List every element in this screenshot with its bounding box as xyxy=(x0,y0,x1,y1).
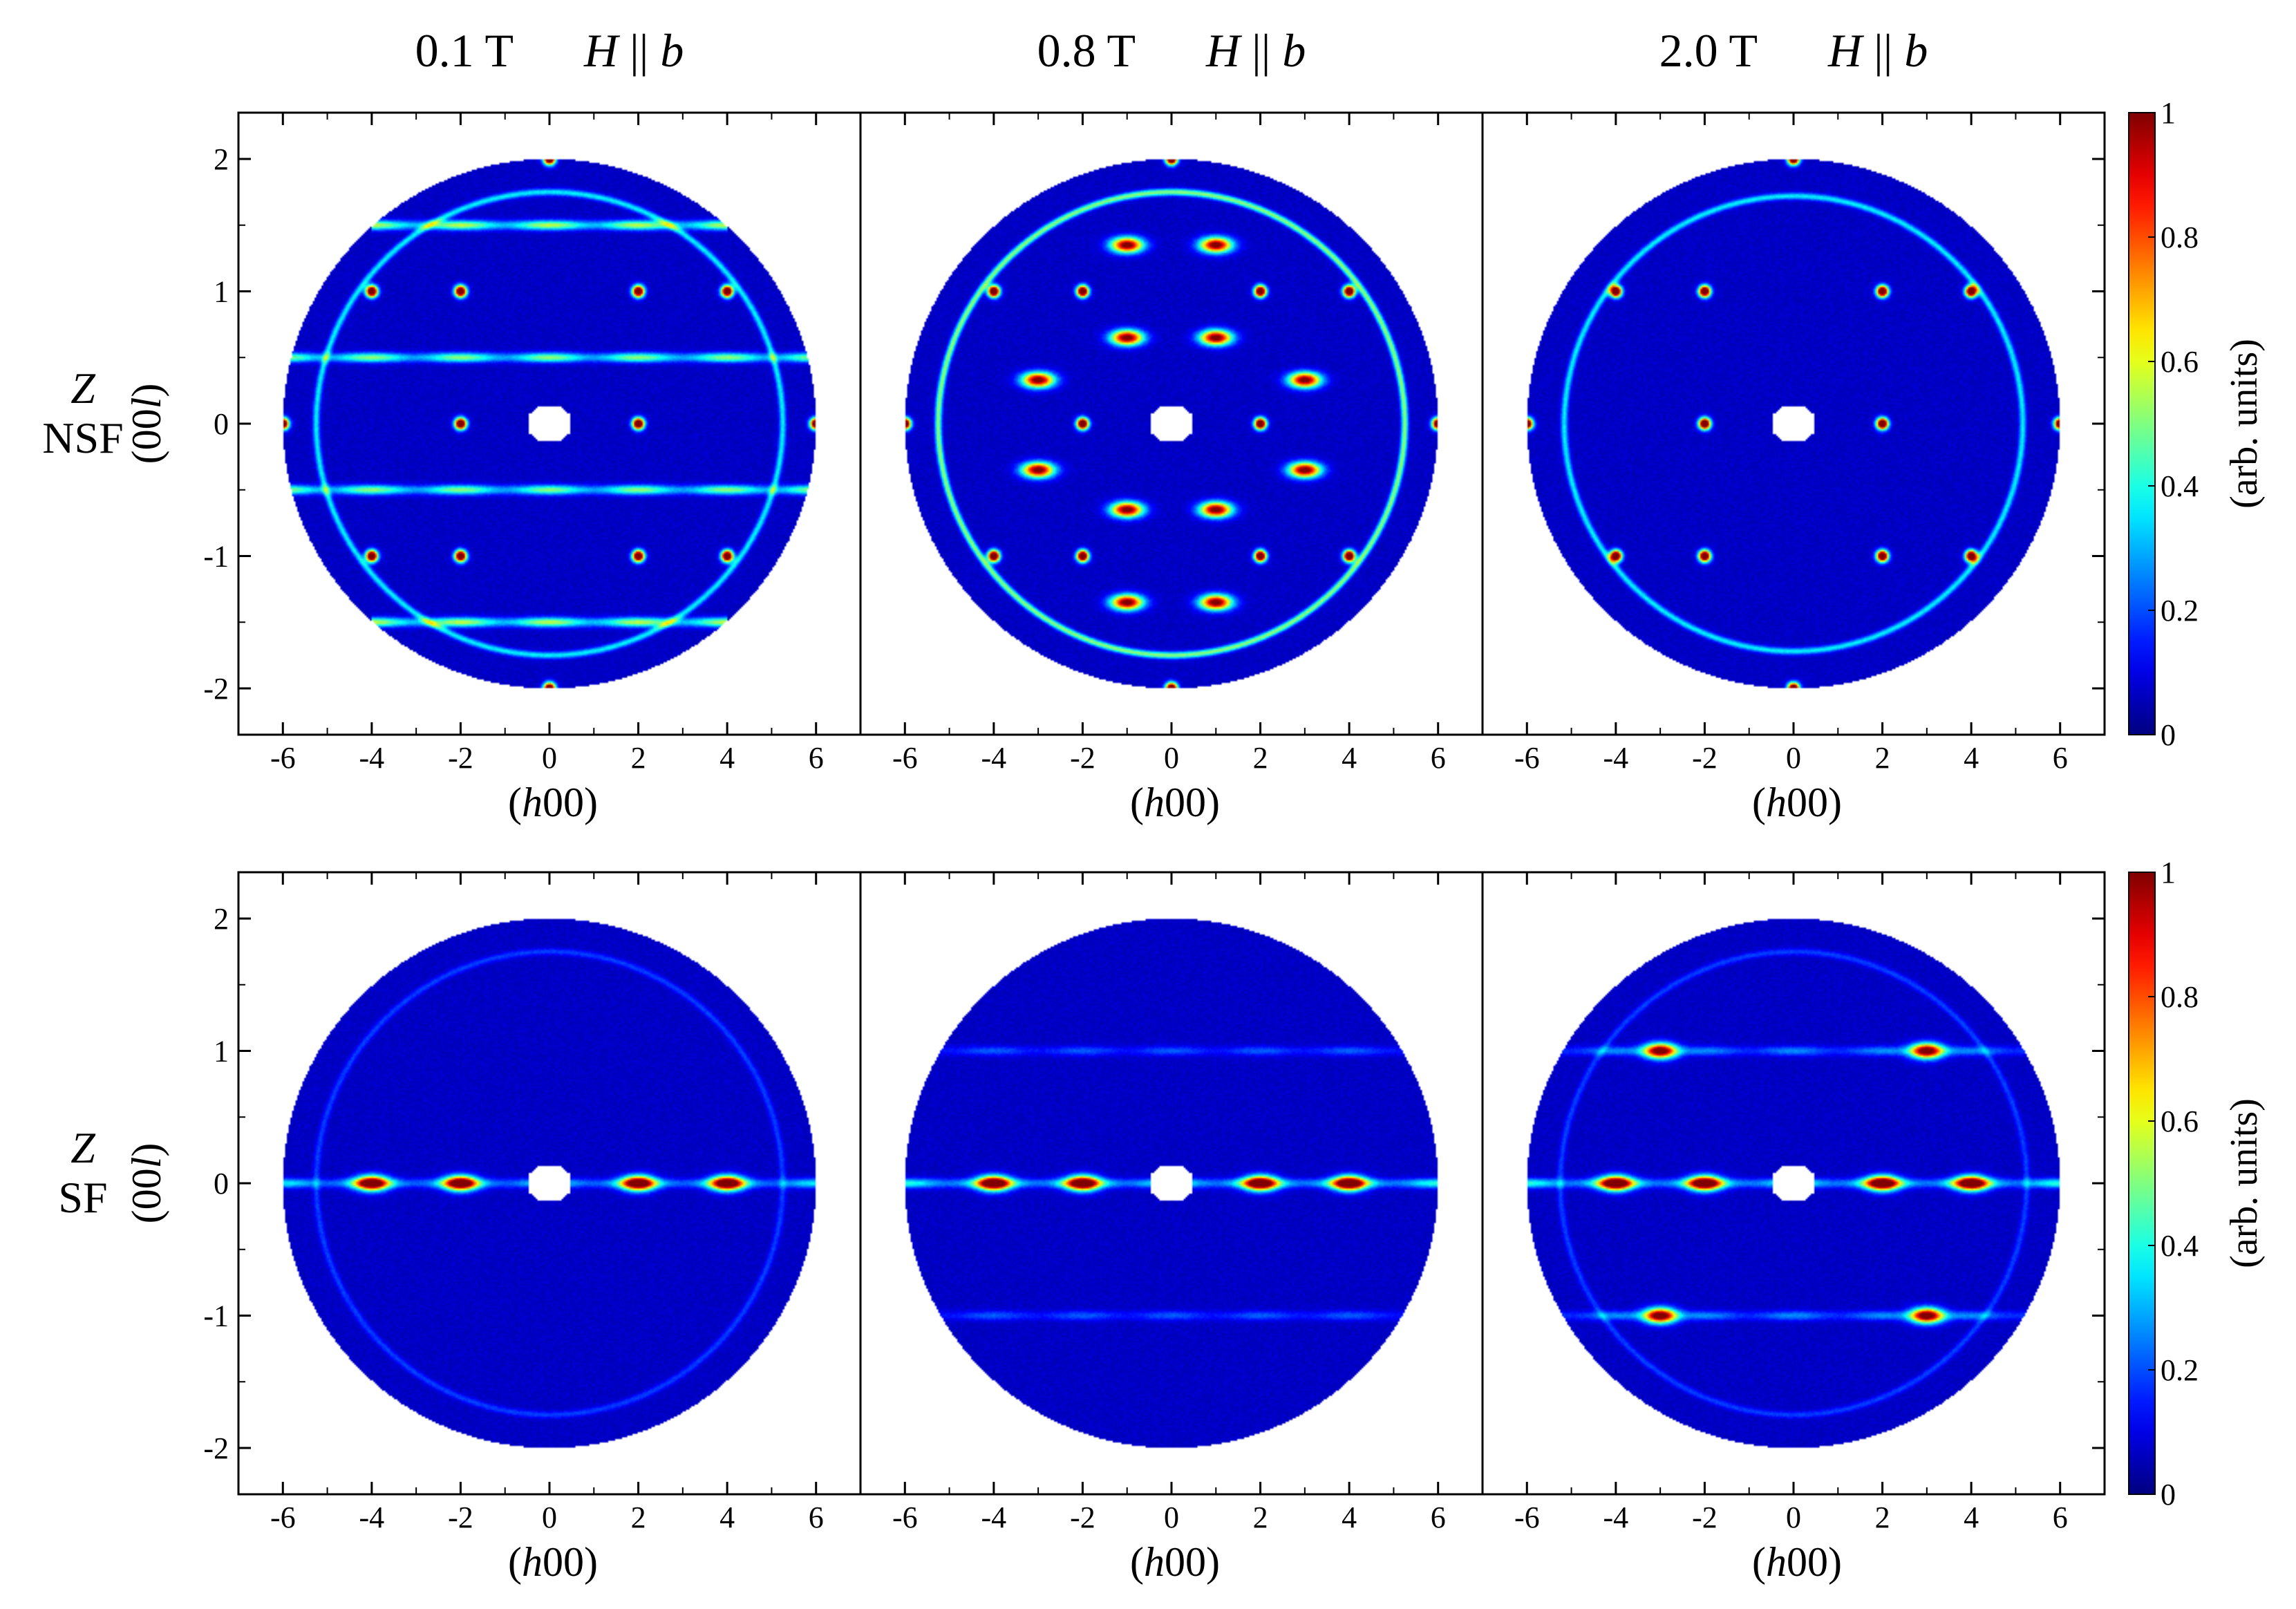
x-tick-label: -2 xyxy=(1070,1500,1095,1534)
heatmap-panel-1 xyxy=(238,113,860,735)
x-axis-title: (h00) xyxy=(1752,1539,1842,1585)
x-tick-label: -6 xyxy=(892,741,918,775)
x-tick-label: 0 xyxy=(1164,741,1179,775)
row-label-line2: NSF xyxy=(42,413,123,462)
axes-layer xyxy=(237,111,2106,1496)
colorbar-tick-label: 0 xyxy=(2161,1478,2176,1512)
x-axis-title: (h00) xyxy=(508,780,598,825)
colorbars-layer: 0 0.2 0.4 0.6 0.8 1 (arb. units) 0 0.2 0.4 0.6 0.8 1… xyxy=(2128,96,2266,1512)
x-tick-label: -4 xyxy=(981,741,1007,775)
x-tick-label: -4 xyxy=(1603,1500,1629,1534)
colorbar-tick-label: 0.8 xyxy=(2161,980,2199,1014)
labels-layer: -6 -4 -2 0 2 4 6 2 1 0 -1 -2 (h00) -6 -4 -2 0 2 4 6 (h00) -6 -… xyxy=(42,24,2067,1585)
x-tick-label: 4 xyxy=(719,1500,735,1534)
x-axis-title: (h00) xyxy=(1130,780,1220,825)
x-axis-title: (h00) xyxy=(508,1539,598,1585)
x-tick-label: -6 xyxy=(1514,741,1540,775)
row-label-line1: Z xyxy=(70,364,96,413)
y-tick-label: 0 xyxy=(214,407,229,441)
heatmap-panel-4 xyxy=(238,872,860,1494)
colorbar-tick-label: 0.4 xyxy=(2161,469,2199,503)
x-tick-label: -4 xyxy=(1603,741,1629,775)
x-tick-label: 0 xyxy=(1786,1500,1801,1534)
y-tick-label: -2 xyxy=(203,672,229,706)
x-tick-label: -2 xyxy=(1070,741,1095,775)
x-tick-label: 4 xyxy=(1964,1500,1979,1534)
colorbar-tick-label: 0 xyxy=(2161,718,2176,752)
x-tick-label: 6 xyxy=(1431,1500,1446,1534)
x-axis-title: (h00) xyxy=(1752,780,1842,825)
x-tick-label: 2 xyxy=(1875,1500,1890,1534)
heatmap-images xyxy=(238,113,2105,1494)
x-tick-label: -4 xyxy=(981,1500,1007,1534)
heatmap-panel-5 xyxy=(860,872,1483,1494)
x-tick-label: 6 xyxy=(2053,1500,2068,1534)
x-tick-label: 2 xyxy=(1253,741,1268,775)
x-tick-label: 6 xyxy=(809,1500,824,1534)
x-tick-label: 6 xyxy=(2053,741,2068,775)
heatmap-panel-3 xyxy=(1483,113,2105,735)
x-tick-label: -2 xyxy=(448,741,473,775)
x-tick-label: 2 xyxy=(631,1500,646,1534)
x-tick-label: 0 xyxy=(542,1500,557,1534)
x-tick-label: 4 xyxy=(1342,1500,1357,1534)
colorbar-tick-label: 0.4 xyxy=(2161,1229,2199,1263)
y-tick-label: 1 xyxy=(214,275,229,309)
x-axis-title: (h00) xyxy=(1130,1539,1220,1585)
x-tick-label: 0 xyxy=(1786,741,1801,775)
y-tick-label: 2 xyxy=(214,142,229,176)
x-tick-label: 2 xyxy=(1253,1500,1268,1534)
heatmap-panel-2 xyxy=(860,113,1483,735)
colorbar xyxy=(2128,872,2156,1495)
colorbar-tick-label: 1 xyxy=(2161,96,2176,130)
y-tick-label: -2 xyxy=(203,1431,229,1465)
column-title: 0.8 T H || b xyxy=(1037,24,1306,77)
colorbar xyxy=(2128,112,2156,735)
y-tick-label: 1 xyxy=(214,1035,229,1069)
row-label-line2: SF xyxy=(58,1173,107,1222)
x-tick-label: -4 xyxy=(359,741,385,775)
y-axis-title: (00l) xyxy=(124,384,169,464)
x-tick-label: -6 xyxy=(1514,1500,1540,1534)
x-tick-label: 6 xyxy=(809,741,824,775)
colorbar-tick-label: 1 xyxy=(2161,856,2176,890)
colorbar-tick-label: 0.8 xyxy=(2161,220,2199,254)
x-tick-label: 4 xyxy=(1964,741,1979,775)
x-tick-label: 6 xyxy=(1431,741,1446,775)
x-tick-label: -6 xyxy=(270,1500,296,1534)
colorbar-tick-label: 0.2 xyxy=(2161,1353,2199,1387)
x-tick-label: -2 xyxy=(448,1500,473,1534)
heatmap-panel-6 xyxy=(1483,872,2105,1494)
x-tick-label: -6 xyxy=(892,1500,918,1534)
colorbar-title: (arb. units) xyxy=(2223,339,2266,509)
x-tick-label: -2 xyxy=(1692,741,1718,775)
x-tick-label: 2 xyxy=(631,741,646,775)
x-tick-label: 0 xyxy=(542,741,557,775)
y-tick-label: 0 xyxy=(214,1167,229,1201)
x-tick-label: -2 xyxy=(1692,1500,1718,1534)
x-tick-label: 4 xyxy=(719,741,735,775)
x-tick-label: -4 xyxy=(359,1500,385,1534)
colorbar-tick-label: 0.6 xyxy=(2161,1104,2199,1138)
x-tick-label: 4 xyxy=(1342,741,1357,775)
row-label-line1: Z xyxy=(70,1123,96,1172)
x-tick-label: -6 xyxy=(270,741,296,775)
column-title: 0.1 T H || b xyxy=(415,24,684,77)
y-axis-title: (00l) xyxy=(124,1143,169,1224)
colorbar-tick-label: 0.2 xyxy=(2161,594,2199,628)
y-tick-label: -1 xyxy=(203,1299,229,1333)
y-tick-label: -1 xyxy=(203,539,229,573)
colorbar-title: (arb. units) xyxy=(2223,1098,2266,1268)
y-tick-label: 2 xyxy=(214,902,229,936)
x-tick-label: 0 xyxy=(1164,1500,1179,1534)
colorbar-tick-label: 0.6 xyxy=(2161,345,2199,379)
column-title: 2.0 T H || b xyxy=(1659,24,1928,77)
x-tick-label: 2 xyxy=(1875,741,1890,775)
